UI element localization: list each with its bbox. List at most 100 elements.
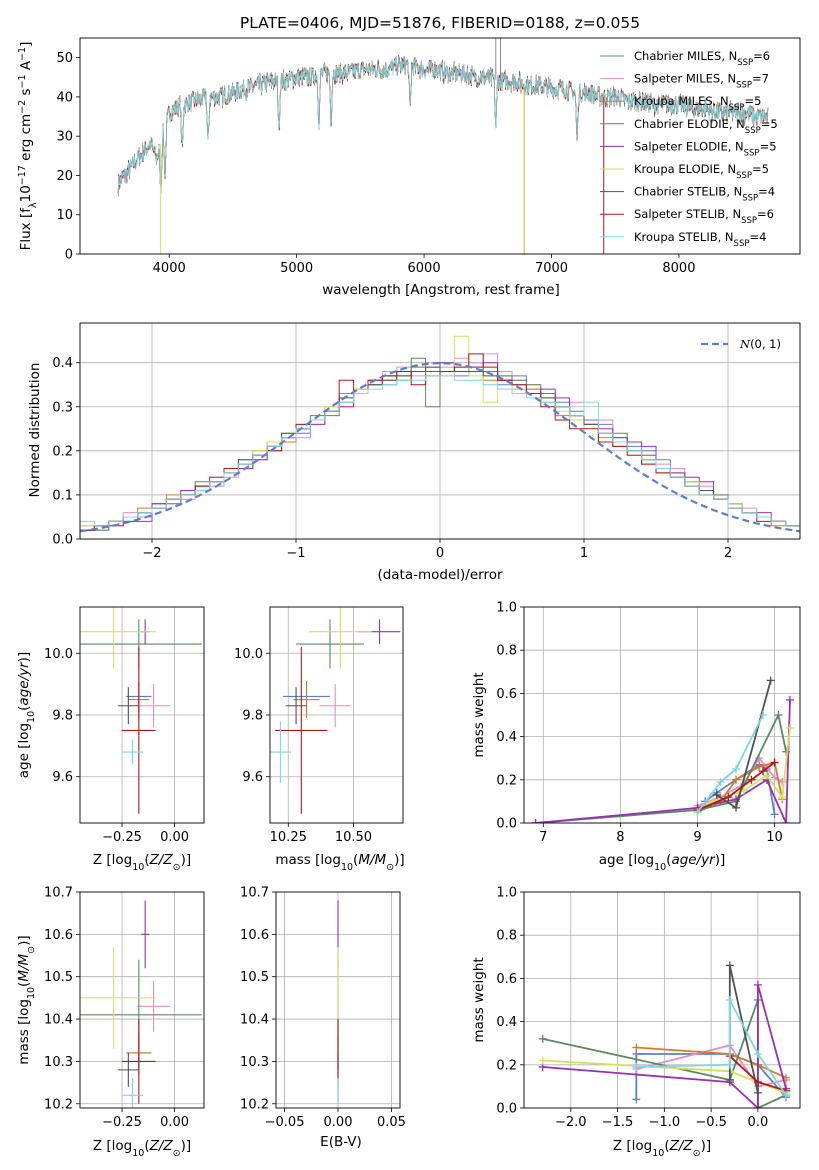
legend-main-6: Chabrier STELIB, N [634,185,742,199]
age-weight-series-7-marker-2 [747,775,756,784]
ebv-mass-ytick-label-0: 10.2 [240,1097,269,1112]
mass-age-xlabel-part-5: )] [394,852,405,868]
z-mass-marks [80,900,202,1108]
residual-gaussian-curve [80,361,800,533]
residuals-xtick-label-2: 0 [436,546,444,561]
age-weight-series-6-marker-1 [732,803,741,812]
residual-hist-8 [80,375,800,539]
z-weight-series-8-marker-2 [725,996,734,1004]
mass-age-xlabel-part-4: ⊙ [386,862,394,873]
residuals-frame [79,322,801,540]
ebv-mass-axes: −0.05 0.00 0.05 10.2 10.3 10.4 10.5 10.6 10.7 [240,886,406,1131]
spectrum-xtick-label-1: 5000 [280,261,313,276]
spectrum-ytick-label-2: 20 [56,169,73,184]
age-weight-series-5-marker-4 [778,793,787,802]
z-age-ylabel-part-3: age/yr [16,661,32,706]
age-weight-ytick-label-0: 0.0 [496,817,517,832]
residuals-ytick-label-2: 0.2 [52,444,73,459]
residuals-ytick-label-0: 0.0 [52,533,73,548]
spectrum-legend-label-8: Kroupa STELIB, NSSP=4 [634,230,766,249]
age-weight-xtick-label-2: 9 [693,830,701,845]
z-weight-series-2 [636,1046,787,1079]
spectrum-legend-label-5: Kroupa ELODIE, NSSP=5 [634,162,769,181]
age-weight-ytick-label-5: 1.0 [496,601,517,616]
z-weight-series-6-marker-2 [753,1088,762,1097]
ebv-mass-xtick-label-2: 0.05 [377,1115,406,1130]
z-age-xlabel-part-4: ⊙ [173,862,181,873]
z-weight-series-8-marker-3 [753,1050,762,1058]
age-weight-series-8-marker-0 [693,808,702,817]
legend-sub-3: SSP [745,126,761,136]
legend-tail-2: =5 [744,94,761,108]
z-weight-ytick-label-4: 0.8 [496,929,517,944]
z-weight-series-4-marker-2 [753,1104,762,1108]
ebv-mass-ytick-label-4: 10.6 [240,928,269,943]
age-weight-ytick-label-2: 0.4 [496,730,517,745]
spectrum-ylabel: Flux [fλ10−17 erg cm−2 s−1 A−1] [17,42,39,251]
residuals-marks [80,335,800,539]
legend-sub-2: SSP [729,103,745,113]
mass-age-ytick-label-0: 9.6 [242,770,263,785]
residuals-xtick-label-0: −2 [142,546,161,561]
mass-age-marks [270,607,401,814]
z-mass-ytick-label-4: 10.6 [44,928,73,943]
z-weight-series-5-marker-0 [538,1056,547,1065]
z-weight-xtick-label-4: 0.0 [748,1115,769,1130]
legend-tail-0: =6 [753,49,770,63]
z-mass-ylabel: mass [log10(M/M⊙)] [16,935,37,1064]
spectrum-ylabel-part-7: −1 [17,74,28,88]
spectrum-ylabel-part-3: −17 [17,165,28,185]
z-weight-series-4 [542,984,787,1108]
z-weight-xlabel-part-1: 10 [652,1148,664,1159]
age-weight-series-8-marker-1 [716,777,725,786]
spectrum-axes: 4000 5000 6000 7000 8000 0 10 20 30 40 50 [56,37,801,276]
z-weight-xlabel-part-0: Z [log [613,1138,652,1154]
z-age-ytick-label-0: 9.6 [52,770,73,785]
spectrum-xtick-label-0: 4000 [153,261,186,276]
z-mass-xlabel-part-0: Z [log [93,1138,132,1154]
z-weight-series-3-marker-0 [538,1034,547,1043]
age-weight-series-4-marker-5 [785,695,794,704]
z-weight-series-6-marker-1 [725,961,734,970]
age-weight-series-4 [535,699,791,823]
spectrum-ylabel-part-0: Flux [f [18,207,34,251]
z-weight-xtick-label-2: −1.0 [649,1115,681,1130]
ebv-mass-xtick-label-1: 0.00 [324,1115,353,1130]
age-weight-series-8-marker-3 [758,711,767,719]
z-weight-xlabel-part-3: Z/Z [669,1138,694,1154]
age-weight-series-5-marker-5 [785,723,794,732]
spectrum-series-8 [117,56,769,194]
ebv-mass-ytick-label-2: 10.4 [240,1013,269,1028]
residuals-ylabel: Normed distribution [27,363,43,498]
z-mass-xlabel-part-4: ⊙ [173,1148,181,1159]
z-age-ylabel: age [log10(age/yr)] [16,652,37,778]
spectrum-legend-label-0: Chabrier MILES, NSSP=6 [634,49,770,68]
age-weight-ytick-label-1: 0.2 [496,773,517,788]
spectrum-legend-label-2: Kroupa MILES, NSSP=5 [634,94,761,113]
residuals-xtick-label-3: 1 [580,546,588,561]
mass-age-xlabel-part-3: M/M [358,852,386,868]
legend-main-2: Kroupa MILES, N [634,94,729,108]
z-age-axes: −0.25 0.00 9.6 9.8 10.0 [44,606,205,845]
legend-main-7: Salpeter STELIB, N [634,207,741,221]
z-weight-marks [538,961,790,1108]
z-weight-series-6-marker-0 [725,1075,734,1084]
legend-tail-7: =6 [757,207,774,221]
residuals-ytick-label-1: 0.1 [52,488,73,503]
z-mass-xlabel: Z [log10(Z/Z⊙)] [93,1138,191,1159]
residuals-xtick-label-4: 2 [724,546,732,561]
mass-age-xtick-label-0: 10.25 [270,830,307,845]
z-mass-xlabel-part-1: 10 [132,1148,144,1159]
z-weight-xtick-label-3: −0.5 [695,1115,727,1130]
z-mass-ytick-label-3: 10.5 [44,970,73,985]
spectrum-ylabel-part-5: −2 [17,100,28,114]
z-mass-ylabel-part-3: M/M [16,953,32,981]
z-weight-series-4-marker-3 [753,980,762,989]
z-age-ylabel-part-2: ( [16,706,32,711]
age-weight-xtick-label-0: 7 [539,830,547,845]
legend-sub-5: SSP [736,171,752,181]
spectrum-marks [117,38,769,254]
spectrum-legend-label-3: Chabrier ELODIE, NSSP=5 [634,117,778,136]
z-weight-frame [523,891,801,1109]
